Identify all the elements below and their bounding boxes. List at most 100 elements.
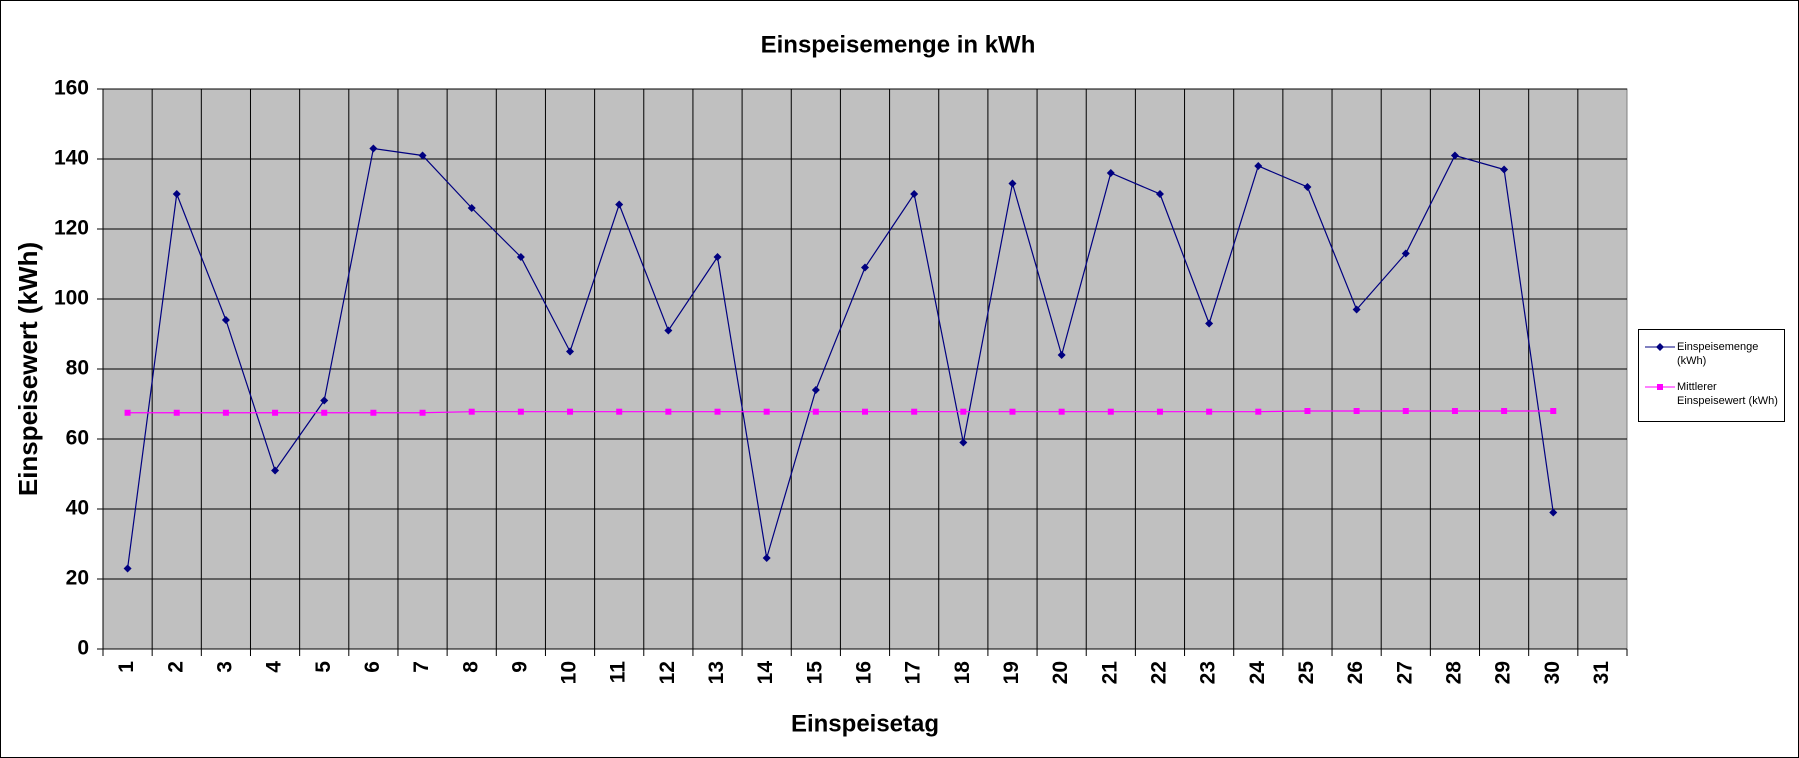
x-tick-label: 29 [1492,661,1515,684]
x-tick-label: 17 [902,661,925,684]
x-tick-label: 3 [213,661,236,673]
point [517,408,524,415]
point [468,408,475,415]
point [1255,408,1262,415]
y-axis-title: Einspeisewert (kWh) [13,242,43,496]
point [862,408,868,415]
x-tick-label: 12 [656,661,679,684]
point [1401,249,1410,258]
legend-swatch [1645,384,1675,390]
point [812,408,819,415]
x-tick-label: 30 [1541,661,1564,684]
legend-label: Mittlerer Einspeisewert (kWh) [1677,381,1778,407]
point [567,408,574,415]
point [1155,190,1164,198]
y-tick-label: 60 [66,427,89,450]
point [516,253,525,261]
y-tick-label: 140 [54,147,89,170]
point [1402,408,1409,414]
point [1058,408,1065,415]
point [911,408,918,415]
point [1353,408,1360,414]
point [861,263,869,272]
legend-marker [1656,343,1664,351]
x-tick-label: 10 [558,661,581,684]
point [811,386,820,394]
point [1501,408,1508,414]
point [665,408,672,415]
y-tick-label: 100 [54,287,89,310]
chart-title: Einspeisemenge in kWh [761,31,1036,58]
legend: Einspeisemenge (kWh) Mittlerer Einspeisew… [1638,329,1785,422]
x-axis-title: Einspeisetag [791,710,939,737]
point [959,438,968,447]
point [124,409,131,416]
point [222,409,229,416]
x-tick-label: 13 [705,661,728,684]
y-tick-label: 0 [77,637,89,660]
point [566,347,575,356]
series-line [126,147,1554,569]
x-tick-label: 27 [1393,661,1416,684]
x-tick-label: 18 [951,661,974,685]
point [1156,408,1163,415]
x-tick-label: 16 [853,661,876,684]
point [1550,408,1557,414]
point [714,408,721,415]
x-tick-label: 2 [164,661,187,673]
point [1205,319,1214,328]
x-tick-label: 5 [312,661,335,673]
point [1009,408,1016,415]
point [321,409,328,416]
legend-label: Einspeisemenge (kWh) [1677,341,1759,367]
point [271,466,280,475]
x-tick-label: 11 [607,661,630,684]
point [272,409,279,416]
x-tick-label: 7 [410,661,433,673]
point [1352,305,1361,314]
y-tick-label: 20 [66,567,89,590]
y-tick-label: 40 [66,497,89,520]
x-tick-label: 19 [1000,661,1023,684]
x-tick-label: 22 [1148,661,1171,684]
point [1107,408,1114,415]
x-tick-label: 20 [1049,661,1072,684]
point [1450,151,1459,160]
x-tick-label: 4 [263,661,286,673]
point [221,316,230,324]
x-tick-label: 31 [1590,661,1613,685]
x-tick-label: 6 [361,661,384,673]
point [320,396,329,405]
point [369,144,378,153]
x-tick-label: 15 [803,661,826,685]
point [173,409,180,416]
x-tick-label: 9 [508,661,531,673]
point [1304,408,1311,414]
point [713,253,722,261]
legend-marker [1657,384,1663,390]
point [1008,179,1017,188]
point [762,554,771,562]
point [123,564,132,573]
series-line [127,410,1554,414]
point [370,409,377,416]
x-tick-label: 8 [459,661,482,673]
point [616,408,623,415]
x-tick-label: 1 [115,661,138,673]
x-tick-label: 25 [1295,661,1318,685]
y-tick-label: 160 [54,77,89,100]
x-tick-label: 28 [1442,661,1465,685]
x-tick-label: 26 [1344,661,1367,684]
point [418,151,427,160]
point [1106,169,1115,177]
point [172,190,181,198]
point [763,408,770,415]
point [1549,508,1558,517]
point [1057,351,1066,359]
point [910,190,919,198]
x-tick-label: 23 [1197,661,1220,684]
point [664,326,673,335]
x-tick-label: 24 [1246,661,1269,685]
